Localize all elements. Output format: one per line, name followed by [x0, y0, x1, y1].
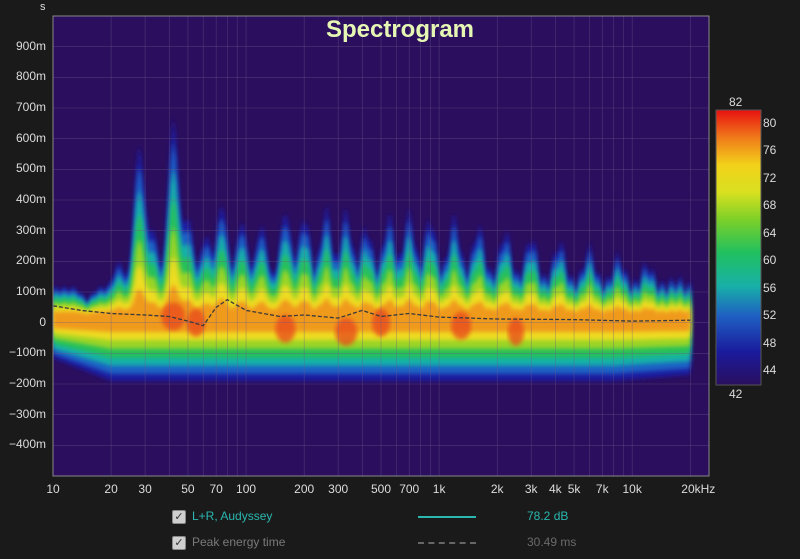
x-tick-label: 100	[236, 482, 257, 496]
y-tick-label: 0	[39, 314, 46, 329]
color-scale-tick-label: 60	[763, 253, 777, 268]
y-tick-label: 500m	[15, 161, 46, 176]
series-name: Peak energy time	[192, 535, 286, 549]
x-tick-label: 300	[328, 482, 349, 496]
y-axis-unit: s	[40, 1, 46, 13]
color-scale-tick-label: 52	[763, 308, 777, 323]
color-scale-tick-label: 80	[763, 115, 777, 130]
legend-row-lr-audyssey[interactable]: ✓ L+R, Audyssey 78.2 dB	[172, 509, 612, 527]
x-tick-label: 50	[181, 482, 195, 496]
grid-lines	[52, 16, 709, 476]
y-tick-label: −400m	[8, 437, 46, 452]
x-tick-label: 30	[138, 482, 152, 496]
spectrogram-hotspot	[161, 302, 186, 331]
spectrogram-hotspot	[335, 317, 358, 346]
x-tick-label: 700	[399, 482, 420, 496]
y-tick-label: 700m	[15, 100, 46, 114]
y-tick-label: 100m	[15, 284, 46, 298]
color-scale-tick-label: 68	[763, 198, 777, 213]
x-tick-label: 3k	[524, 482, 538, 496]
series-name: L+R, Audyssey	[192, 509, 273, 523]
color-scale-bar	[715, 109, 762, 386]
y-tick-label: −200m	[8, 376, 46, 390]
y-tick-label: 200m	[15, 253, 46, 268]
x-tick-label: 70	[209, 482, 223, 496]
color-scale-tick-label: 76	[763, 143, 777, 158]
series-line-swatch	[418, 542, 476, 544]
series-value: 30.49 ms	[527, 535, 577, 549]
color-scale-tick-label: 56	[763, 280, 777, 295]
checkbox-lr-audyssey[interactable]: ✓	[172, 510, 186, 524]
color-scale-tick-label: 72	[763, 170, 777, 185]
color-scale-min-label: 42	[729, 387, 743, 401]
y-tick-label: 900m	[15, 38, 46, 53]
series-line-swatch	[418, 516, 476, 518]
y-tick-label: 400m	[15, 192, 46, 206]
x-tick-label: 200	[294, 482, 315, 496]
x-tick-label: 10k	[622, 482, 642, 496]
x-tick-label: 500	[370, 482, 392, 496]
color-scale-max-label: 82	[729, 95, 743, 109]
plot-frame	[52, 15, 710, 477]
peak-energy-time-line	[53, 298, 691, 327]
x-tick-label: 5k	[567, 482, 581, 496]
peak-energy-time-trace	[53, 298, 691, 327]
color-scale-tick-label: 44	[763, 363, 777, 378]
x-tick-label: 2k	[490, 482, 504, 496]
color-scale-tick-label: 64	[763, 225, 777, 240]
y-tick-label: 800m	[15, 69, 46, 84]
x-tick-label: 1k	[432, 482, 446, 496]
color-scale-tick-label: 48	[763, 335, 777, 350]
y-tick-label: −100m	[8, 345, 46, 360]
legend-row-peak-energy-time[interactable]: ✓ Peak energy time 30.49 ms	[172, 535, 612, 553]
spectrogram-chart	[52, 15, 762, 477]
x-tick-label: 4k	[549, 482, 562, 496]
spectrogram-hotspot	[507, 317, 524, 346]
spectrogram-hotspot	[275, 314, 296, 343]
spectrogram-hotspot	[451, 311, 472, 340]
x-tick-label: 20kHz	[681, 482, 716, 496]
checkbox-peak-energy-time[interactable]: ✓	[172, 536, 186, 550]
x-tick-label: 20	[104, 482, 118, 496]
y-tick-label: 300m	[15, 222, 46, 237]
x-tick-label: 7k	[595, 482, 609, 496]
y-tick-label: −300m	[8, 406, 46, 421]
series-value: 78.2 dB	[527, 509, 569, 523]
y-tick-label: 600m	[15, 130, 46, 145]
x-tick-label: 10	[46, 482, 60, 496]
